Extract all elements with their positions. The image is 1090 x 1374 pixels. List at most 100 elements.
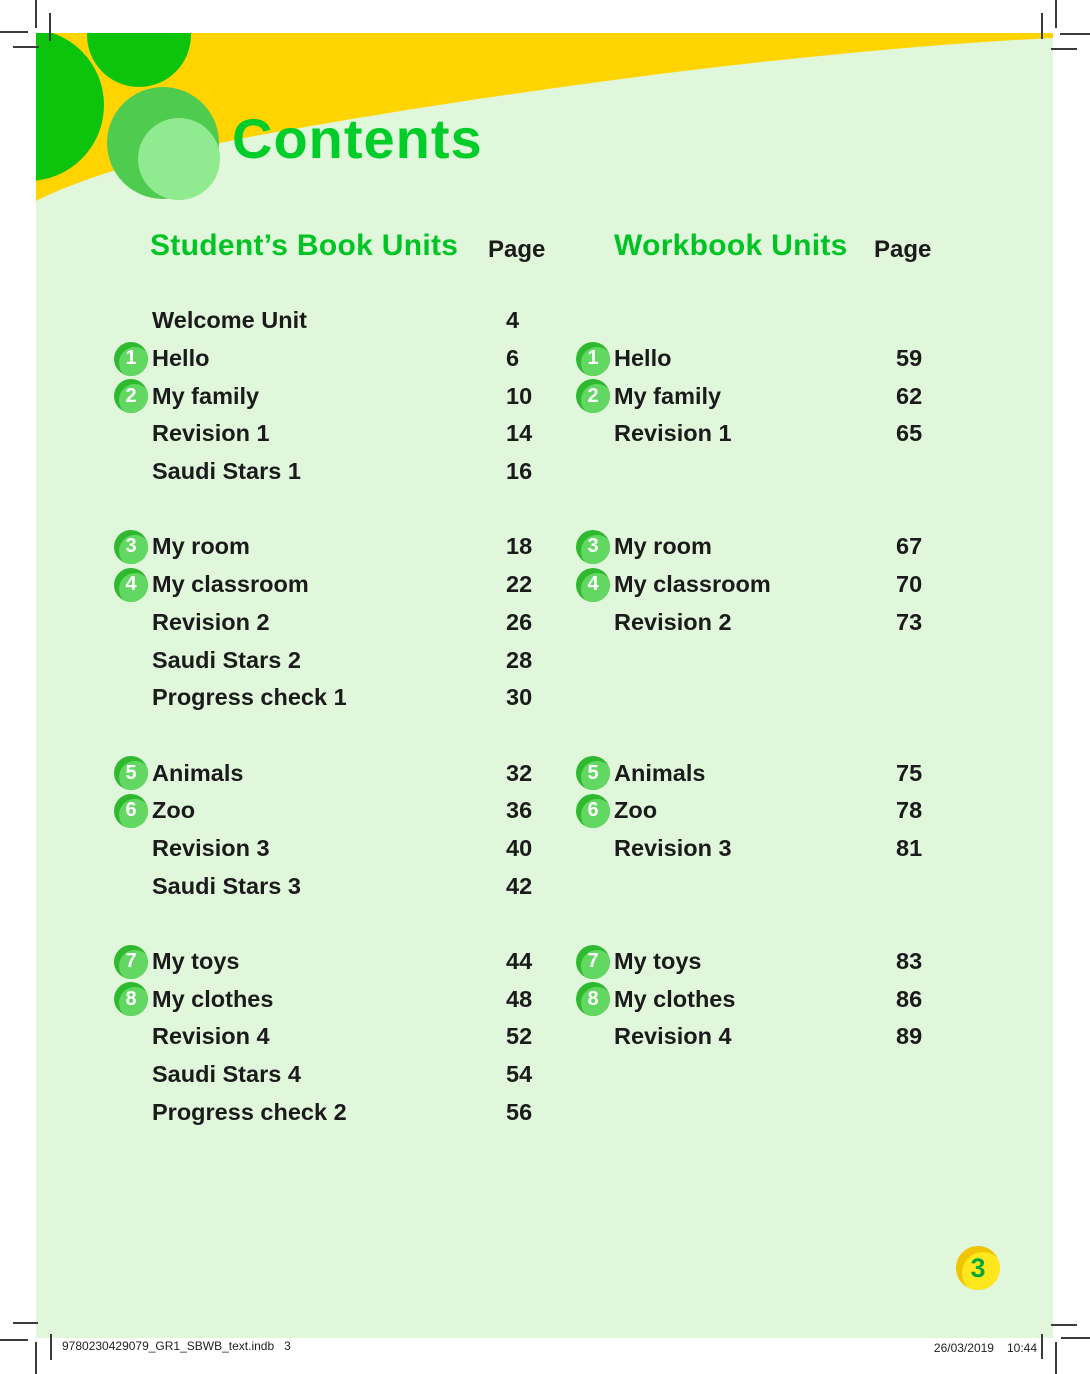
decorative-circle-light: [138, 118, 220, 200]
unit-page-number: 54: [506, 1061, 533, 1088]
badge-highlight: [581, 384, 610, 414]
toc-cell-right: 6 Zoo 78: [576, 793, 966, 828]
unit-page-number: 59: [896, 345, 923, 372]
toc-cell-right: Revision 4 89: [576, 1020, 966, 1054]
unit-title: My clothes: [152, 985, 274, 1012]
unit-page-number: 40: [506, 834, 533, 861]
unit-title: Animals: [152, 759, 244, 786]
page-title: Contents: [232, 107, 483, 170]
unit-number-badge: 8: [576, 982, 610, 1017]
toc-cell-left: Saudi Stars 1 16: [114, 455, 576, 489]
column-heading-workbook: Workbook Units: [614, 229, 848, 262]
unit-page-number: 81: [896, 834, 923, 861]
crop-mark: [1061, 1337, 1090, 1339]
badge-highlight: [581, 346, 610, 376]
badge-highlight: [581, 761, 610, 791]
toc-cell-left: 4 My classroom 22: [114, 567, 576, 602]
unit-title: Animals: [614, 759, 706, 786]
crop-mark: [0, 31, 28, 33]
toc-section: Welcome Unit 4 1 Hello 6 1 Hello 59 2 My family 10…: [36, 302, 1053, 490]
unit-number: 3: [587, 535, 599, 558]
unit-number-badge: 6: [114, 793, 148, 828]
unit-page-number: 73: [896, 608, 923, 635]
badge-highlight: [581, 987, 610, 1017]
toc-cell-left: 5 Animals 32: [114, 756, 576, 791]
toc-cell-left: Revision 1 14: [114, 417, 576, 451]
crop-mark: [49, 13, 51, 41]
crop-mark: [35, 0, 37, 28]
unit-number-badge: 3: [576, 529, 610, 564]
toc-cell-left: 8 My clothes 48: [114, 982, 576, 1017]
unit-number-badge: 2: [576, 379, 610, 414]
unit-number: 7: [125, 950, 137, 973]
toc-cell-right: Revision 1 65: [576, 417, 966, 451]
unit-page-number: 14: [506, 420, 533, 447]
decorative-circle-top: [87, 33, 191, 87]
footer-datetime: 26/03/2019 10:44: [934, 1341, 1037, 1355]
unit-page-number: 16: [506, 458, 533, 485]
unit-page-number: 30: [506, 684, 533, 711]
unit-title: Zoo: [614, 797, 658, 824]
unit-title: Progress check 1: [152, 684, 347, 711]
unit-number-badge: 7: [114, 944, 148, 979]
badge-highlight: [119, 987, 148, 1017]
unit-page-number: 36: [506, 797, 533, 824]
unit-number-badge: 3: [114, 529, 148, 564]
unit-page-number: 22: [506, 571, 533, 598]
page-column-label-right: Page: [874, 236, 932, 263]
unit-number: 2: [587, 384, 599, 407]
badge-highlight: [962, 1252, 1000, 1290]
badge-highlight: [581, 534, 610, 564]
toc-row: 4 My classroom 22 4 My classroom 70: [36, 566, 1053, 604]
crop-mark: [13, 46, 39, 48]
toc-cell-left: 7 My toys 44: [114, 944, 576, 979]
unit-title: Revision 3: [152, 834, 270, 861]
toc-cell-right: Revision 3 81: [576, 831, 966, 865]
badge-highlight: [119, 384, 148, 414]
crop-mark: [35, 1342, 37, 1374]
toc-cell-left: Welcome Unit 4: [114, 304, 576, 338]
toc-row: Revision 1 14 Revision 1 65: [36, 415, 1053, 453]
page-number: 3: [970, 1252, 986, 1283]
unit-page-number: 62: [896, 382, 923, 409]
column-heading-students-book: Student’s Book Units: [150, 229, 459, 262]
unit-number-badge: 4: [576, 567, 610, 602]
unit-title: Revision 1: [614, 420, 732, 447]
toc-section: 5 Animals 32 5 Animals 75 6 Zoo 36 6 Zoo 78 Revision…: [36, 754, 1053, 905]
toc-cell-left: 6 Zoo 36: [114, 793, 576, 828]
unit-title: Revision 4: [152, 1023, 270, 1050]
crop-mark: [0, 1339, 28, 1341]
crop-mark: [50, 1334, 52, 1360]
toc-cell-left: Progress check 1 30: [114, 681, 576, 715]
unit-page-number: 44: [506, 948, 533, 975]
unit-number-badge: 2: [114, 379, 148, 414]
footer-time: 10:44: [1006, 1341, 1037, 1355]
unit-number: 8: [125, 987, 137, 1010]
unit-page-number: 56: [506, 1098, 533, 1125]
crop-mark: [1041, 1334, 1043, 1359]
toc-row: Welcome Unit 4: [36, 302, 1053, 340]
unit-page-number: 52: [506, 1023, 533, 1050]
badge-highlight: [119, 949, 148, 979]
unit-number: 2: [125, 384, 137, 407]
toc-cell-right: 1 Hello 59: [576, 341, 966, 376]
toc-cell-right: 8 My clothes 86: [576, 982, 966, 1017]
unit-title: Revision 2: [614, 608, 732, 635]
toc-row: 6 Zoo 36 6 Zoo 78: [36, 792, 1053, 830]
crop-mark: [1055, 0, 1057, 28]
toc-row: Revision 3 40 Revision 3 81: [36, 830, 1053, 868]
toc-row: Revision 2 26 Revision 2 73: [36, 604, 1053, 642]
unit-number: 7: [587, 950, 599, 973]
unit-page-number: 75: [896, 759, 923, 786]
toc-row: Saudi Stars 1 16: [36, 453, 1053, 491]
unit-title: My toys: [152, 948, 240, 975]
unit-number-badge: 6: [576, 793, 610, 828]
unit-title: My classroom: [614, 571, 771, 598]
unit-title: Hello: [152, 345, 210, 372]
crop-mark: [1060, 33, 1090, 35]
unit-page-number: 89: [896, 1023, 923, 1050]
toc-row: Progress check 1 30: [36, 679, 1053, 717]
toc-cell-left: Revision 3 40: [114, 831, 576, 865]
toc-row: 7 My toys 44 7 My toys 83: [36, 943, 1053, 981]
